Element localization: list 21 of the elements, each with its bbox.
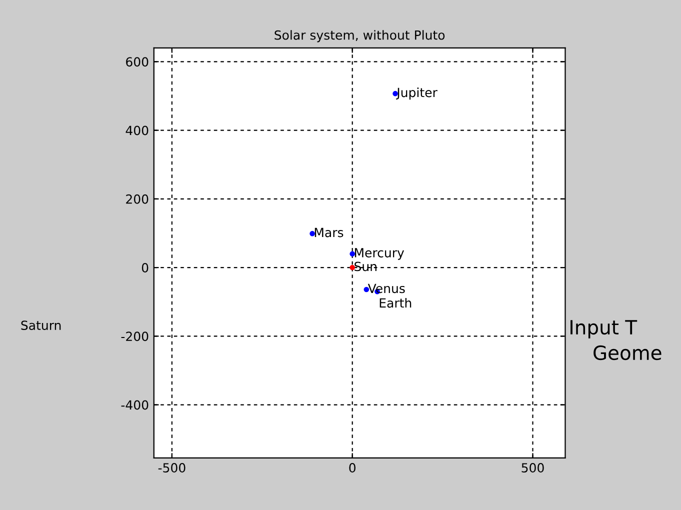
annotation: Mars	[314, 228, 344, 238]
text: Saturn	[21, 320, 61, 330]
x-tick-label: 500	[522, 463, 544, 473]
y-tick-label: -400	[121, 400, 148, 410]
text: Geome	[594, 345, 662, 360]
annotation: Mercury	[354, 248, 404, 260]
annotation: Sun	[354, 262, 376, 272]
y-tick-label: 200	[126, 194, 148, 204]
annotation: Jupiter	[396, 88, 438, 100]
y-tick-label: 0	[142, 263, 148, 272]
x-tick-label: -500	[158, 463, 186, 473]
y-tick-label: -200	[121, 332, 148, 342]
y-tick-label: 600	[126, 57, 148, 67]
chart-title: Solar system, without Pluto	[274, 30, 445, 42]
annotation: Earth	[380, 298, 412, 308]
y-tick-label: 400	[126, 126, 148, 136]
annotation: Venus	[368, 284, 405, 294]
point	[310, 230, 315, 236]
text: Input T	[570, 320, 638, 338]
x-tick-label: 0	[349, 463, 356, 473]
point	[350, 251, 356, 256]
